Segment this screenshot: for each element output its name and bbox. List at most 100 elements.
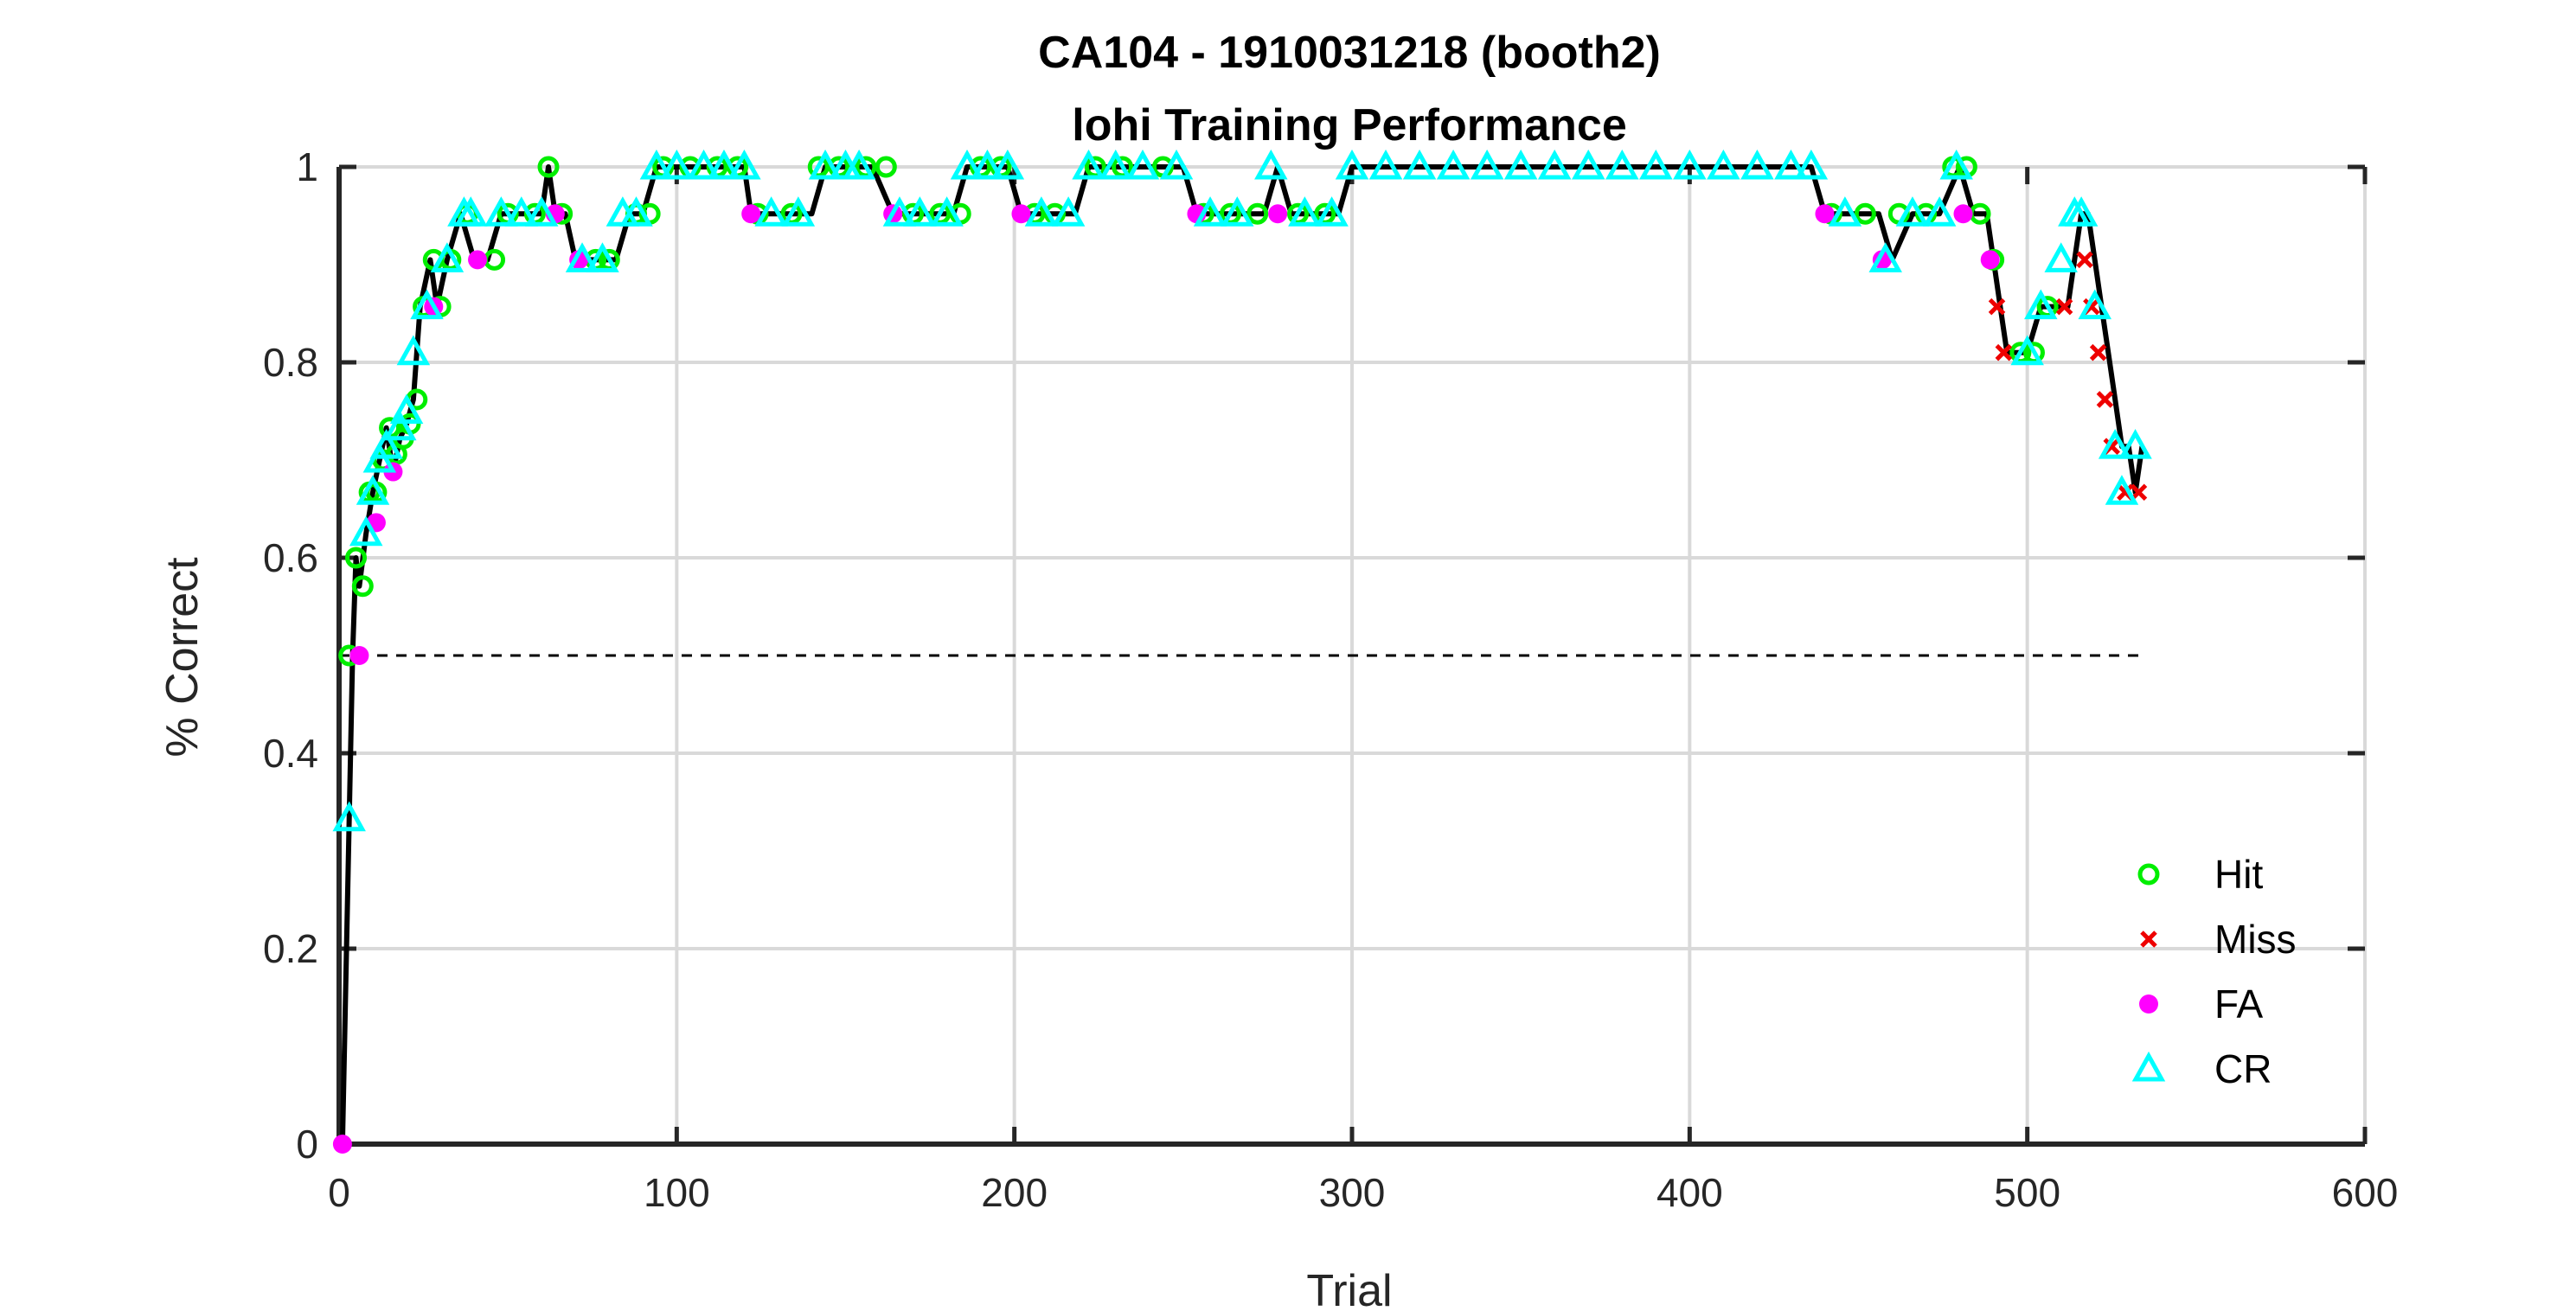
cr-marker (882, 196, 917, 227)
y-tick-label: 0.2 (263, 926, 318, 971)
cr-marker (1828, 196, 1862, 227)
fa-marker (741, 204, 761, 224)
legend-fa-marker (2139, 994, 2158, 1014)
cr-marker (1868, 242, 1902, 272)
miss-marker (2089, 343, 2107, 361)
y-axis-label: % Correct (157, 557, 208, 758)
cr-marker (410, 289, 444, 320)
legend: Hit Miss FA CR (2131, 852, 2297, 1091)
cr-marker (1605, 149, 1639, 180)
chart-title: CA104 - 1910031218 (booth2) (1038, 28, 1661, 78)
cr-marker (1740, 149, 1774, 180)
legend-hit-marker (2137, 863, 2160, 886)
cr-marker (707, 149, 741, 180)
x-tick-label: 300 (1319, 1170, 1386, 1215)
cr-marker (565, 242, 599, 272)
miss-marker (2076, 251, 2093, 269)
cr-marker (396, 335, 431, 366)
hit-marker (1246, 202, 1269, 225)
legend-miss-marker (2140, 930, 2157, 948)
x-tick-label: 0 (328, 1170, 350, 1215)
cr-marker (842, 149, 876, 180)
cr-marker (2105, 475, 2139, 505)
fa-marker (332, 1135, 352, 1154)
cr-marker (1051, 196, 1086, 227)
cr-marker (2010, 335, 2044, 366)
legend-label: CR (2214, 1046, 2272, 1091)
cr-marker (1193, 196, 1227, 227)
fa-marker (1980, 250, 2000, 270)
cr-marker (1774, 149, 1808, 180)
cr-marker (808, 149, 843, 180)
cr-marker (930, 196, 964, 227)
legend-label: Hit (2214, 852, 2263, 897)
x-tick-label: 500 (1994, 1170, 2060, 1215)
cr-marker (619, 196, 653, 227)
cr-marker (1315, 196, 1349, 227)
cr-marker (687, 149, 721, 180)
cr-marker (2098, 429, 2132, 459)
y-tick-label: 0 (296, 1122, 318, 1167)
cr-marker (1939, 149, 1973, 180)
x-tick-label: 400 (1656, 1170, 1723, 1215)
legend-label: FA (2214, 982, 2264, 1026)
y-tick-label: 0.4 (263, 731, 318, 776)
hit-marker (875, 156, 897, 178)
legend-item-cr: CR (2131, 1046, 2272, 1091)
hit-marker (537, 156, 560, 178)
cr-marker (2118, 429, 2152, 459)
cr-marker (453, 196, 488, 227)
cr-marker (950, 149, 984, 180)
cr-marker (1072, 149, 1105, 180)
cr-marker (1895, 196, 1930, 227)
cr-marker (349, 515, 383, 547)
cr-marker (1254, 149, 1288, 180)
legend-label: Miss (2214, 917, 2297, 962)
cr-marker (1673, 149, 1707, 180)
cr-marker (1639, 149, 1673, 180)
cr-marker (1159, 149, 1194, 180)
cr-marker (1794, 149, 1829, 180)
fa-marker (349, 646, 369, 665)
chart-subtitle: lohi Training Performance (1072, 100, 1626, 150)
cr-marker (727, 149, 761, 180)
cr-marker (332, 801, 366, 832)
cr-marker (389, 393, 424, 424)
cr-marker (781, 196, 816, 227)
cr-marker (2078, 289, 2111, 320)
fa-marker (1815, 204, 1835, 224)
cr-marker (1503, 149, 1538, 180)
cr-marker (484, 196, 518, 227)
y-tick-label: 0.6 (263, 535, 318, 580)
cr-marker (1402, 149, 1437, 180)
cr-marker (524, 196, 559, 227)
miss-marker (2096, 391, 2114, 408)
fa-marker (1953, 204, 1973, 224)
cr-marker (1288, 196, 1322, 227)
cr-marker (1024, 196, 1059, 227)
cr-marker (430, 242, 465, 272)
x-tick-label: 600 (2332, 1170, 2399, 1215)
legend-item-fa: FA (2139, 982, 2264, 1026)
cr-marker (1922, 196, 1957, 227)
series-fa (332, 204, 2000, 1154)
hit-marker (351, 575, 374, 598)
cr-marker (2064, 196, 2099, 227)
x-axis-label: Trial (1306, 1266, 1392, 1311)
series-cr (332, 149, 2152, 832)
cr-marker (504, 196, 539, 227)
cr-marker (903, 196, 937, 227)
legend-cr-marker (2131, 1051, 2166, 1082)
marker-layer (332, 149, 2152, 1154)
cr-marker (2024, 289, 2058, 320)
cr-marker (639, 149, 674, 180)
x-tick-label: 100 (644, 1170, 710, 1215)
cr-marker (1470, 149, 1504, 180)
miss-marker (2055, 297, 2073, 316)
x-tick-label: 200 (981, 1170, 1048, 1215)
cr-marker (1571, 149, 1605, 180)
cr-marker (754, 196, 788, 227)
cr-marker (1099, 149, 1133, 180)
